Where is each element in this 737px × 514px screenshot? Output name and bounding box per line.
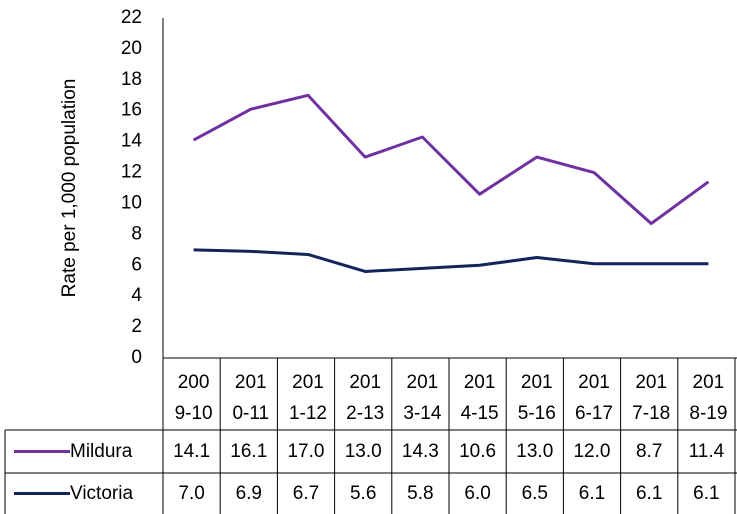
table-value: 17.0 xyxy=(277,430,334,473)
x-tick-label-text: 2010-11 xyxy=(232,371,270,424)
line xyxy=(193,248,709,273)
x-tick-label: 2018-19 xyxy=(680,365,737,430)
table-value-text: 10.6 xyxy=(459,440,497,462)
y-tick-label: 8 xyxy=(131,223,142,244)
table-value: 10.6 xyxy=(449,430,506,473)
table-value-text: 6.9 xyxy=(235,482,262,504)
table-value-text: 13.0 xyxy=(344,440,382,462)
table-value-text: 6.1 xyxy=(635,482,663,504)
y-tick-label: 6 xyxy=(131,254,142,275)
table-value-text: 6.5 xyxy=(521,482,548,504)
x-tick-label: 2010-11 xyxy=(222,365,279,430)
y-tick-label: 22 xyxy=(121,7,142,28)
line xyxy=(192,93,710,226)
table-value: 13.0 xyxy=(335,430,392,473)
y-tick-label: 14 xyxy=(121,131,143,152)
table-value: 16.1 xyxy=(220,430,277,473)
table-value-text: 6.1 xyxy=(578,482,606,504)
table-value: 14.1 xyxy=(163,430,220,473)
table-value: 8.7 xyxy=(621,430,678,473)
table-value: 13.0 xyxy=(506,430,563,473)
x-tick-label: 2013-14 xyxy=(394,365,451,430)
x-tick-label: 2009-10 xyxy=(165,365,222,430)
y-tick-label: 12 xyxy=(121,162,142,183)
table-value: 6.7 xyxy=(277,473,334,514)
table-value: 5.8 xyxy=(392,473,449,514)
x-tick-label: 2017-18 xyxy=(623,365,680,430)
table-value: 6.5 xyxy=(506,473,563,514)
y-tick-label: 4 xyxy=(131,285,142,306)
table-value-text: 16.1 xyxy=(230,440,268,462)
x-tick-label: 2015-16 xyxy=(508,365,565,430)
table-value-text: 5.8 xyxy=(407,482,434,504)
x-tick-label-text: 2016-17 xyxy=(574,371,613,424)
table-value: 12.0 xyxy=(563,430,620,473)
table-value-text: 11.4 xyxy=(688,440,725,462)
table-value: 6.1 xyxy=(678,473,735,514)
table-value-text: 6.7 xyxy=(292,482,320,504)
legend-label: Mildura xyxy=(70,430,132,473)
table-value-text: 13.0 xyxy=(516,440,554,462)
table-value-text: 5.6 xyxy=(349,482,377,504)
x-tick-label: 2012-13 xyxy=(337,365,394,430)
table-value: 6.1 xyxy=(621,473,678,514)
table-value-text: 12.0 xyxy=(573,440,611,462)
x-tick-label-text: 2011-12 xyxy=(288,371,327,424)
x-tick-label: 2011-12 xyxy=(279,365,336,430)
table-value: 5.6 xyxy=(335,473,392,514)
table-value: 14.3 xyxy=(392,430,449,473)
x-tick-label-text: 2013-14 xyxy=(403,371,442,424)
table-value-text: 7.0 xyxy=(178,482,205,504)
x-tick-label-text: 2018-19 xyxy=(689,371,728,424)
table-value-text: 6.1 xyxy=(693,482,720,504)
table-value-text: 6.0 xyxy=(464,482,491,504)
y-tick-label: 10 xyxy=(121,192,142,213)
x-tick-label-text: 2014-15 xyxy=(460,371,499,424)
y-tick-label: 2 xyxy=(131,316,142,337)
table-value: 6.0 xyxy=(449,473,506,514)
y-tick-label: 0 xyxy=(131,347,142,368)
x-tick-label: 2014-15 xyxy=(451,365,508,430)
table-value: 11.4 xyxy=(678,430,735,473)
y-tick-label: 18 xyxy=(121,69,142,90)
x-tick-label-text: 2015-16 xyxy=(517,371,556,424)
x-tick-label-text: 2012-13 xyxy=(346,371,385,424)
x-tick-label-text: 2017-18 xyxy=(632,371,671,424)
table-value: 6.1 xyxy=(563,473,620,514)
x-tick-label-text: 2009-10 xyxy=(174,371,213,424)
legend-label: Victoria xyxy=(70,473,133,514)
legend-label-text: Victoria xyxy=(70,482,134,504)
y-axis-label: Rate per 1,000 population xyxy=(59,79,80,298)
x-tick-label: 2016-17 xyxy=(565,365,622,430)
legend-label-text: Mildura xyxy=(70,440,133,462)
table-value-text: 14.1 xyxy=(173,440,211,462)
table-value: 7.0 xyxy=(163,473,220,514)
table-value: 6.9 xyxy=(220,473,277,514)
table-value-text: 14.3 xyxy=(401,440,439,462)
table-value-text: 8.7 xyxy=(635,440,663,462)
y-tick-label: 16 xyxy=(121,100,142,121)
table-value-text: 17.0 xyxy=(287,440,325,462)
y-tick-label: 20 xyxy=(121,38,142,59)
